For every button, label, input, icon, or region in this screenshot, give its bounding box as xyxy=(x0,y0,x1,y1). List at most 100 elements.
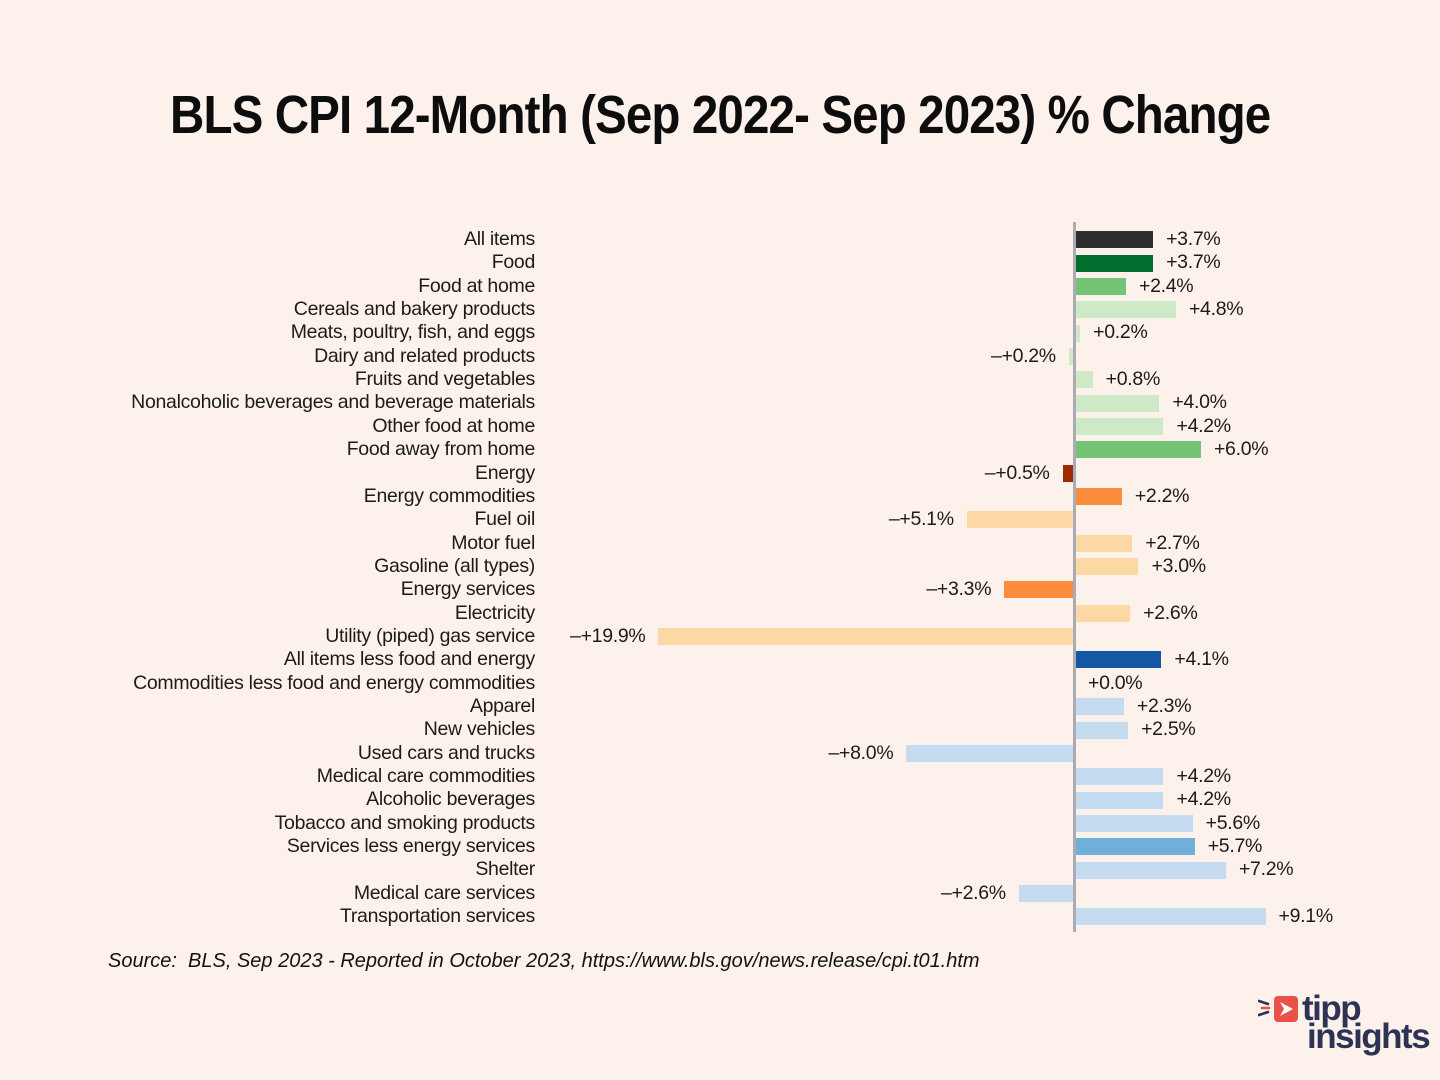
value-label: +2.2% xyxy=(1134,484,1190,507)
category-label: Gasoline (all types) xyxy=(374,554,535,577)
bar-row: Dairy and related products –+0.2% xyxy=(0,345,1440,368)
bar-row: Food +3.7% xyxy=(0,251,1440,274)
category-label: Cereals and bakery products xyxy=(293,298,536,321)
category-label: Food xyxy=(491,251,536,274)
value-bar xyxy=(1076,488,1122,506)
category-label: Food away from home xyxy=(346,438,536,461)
bar-row: Shelter +7.2% xyxy=(0,858,1440,881)
category-label: New vehicles xyxy=(423,718,536,741)
value-bar xyxy=(906,744,1073,762)
value-bar xyxy=(1076,277,1126,295)
bar-row: Utility (piped) gas service –+19.9% xyxy=(0,625,1440,648)
value-bar xyxy=(1076,534,1133,552)
bar-row: Cereals and bakery products +4.8% xyxy=(0,298,1440,321)
value-label: +3.7% xyxy=(1166,251,1221,274)
category-label: Energy commodities xyxy=(363,484,536,507)
value-label: –+3.3% xyxy=(926,578,992,601)
value-bar xyxy=(1076,604,1131,622)
value-bar xyxy=(1062,464,1073,482)
zero-axis-line xyxy=(1073,222,1076,932)
bar-row: Used cars and trucks –+8.0% xyxy=(0,742,1440,765)
value-bar xyxy=(1076,254,1154,272)
value-bar xyxy=(1018,884,1073,902)
category-label: Other food at home xyxy=(372,414,535,437)
bar-row: Electricity +2.6% xyxy=(0,602,1440,625)
category-label: Transportation services xyxy=(339,905,535,928)
category-label: Medical care commodities xyxy=(316,765,536,788)
page-title: BLS CPI 12-Month (Sep 2022- Sep 2023) % … xyxy=(0,84,1440,146)
value-bar xyxy=(1076,417,1164,435)
bar-row: Fruits and vegetables +0.8% xyxy=(0,368,1440,391)
value-label: +3.0% xyxy=(1151,554,1206,577)
value-label: –+0.5% xyxy=(984,461,1050,484)
value-label: –+19.9% xyxy=(570,624,646,647)
category-label: Utility (piped) gas service xyxy=(325,624,535,647)
category-label: Tobacco and smoking products xyxy=(274,811,536,834)
value-bar xyxy=(1076,231,1154,249)
value-label: +5.6% xyxy=(1205,811,1261,834)
bar-row: All items +3.7% xyxy=(0,228,1440,251)
bar-row: Other food at home +4.2% xyxy=(0,415,1440,438)
cpi-bar-chart: All items +3.7% Food +3.7% Food at home +2.4%… xyxy=(0,222,1440,938)
value-label: +4.2% xyxy=(1176,414,1231,437)
bar-row: Gasoline (all types) +3.0% xyxy=(0,555,1440,578)
bar-row: Medical care commodities +4.2% xyxy=(0,765,1440,788)
value-label: +2.3% xyxy=(1136,695,1192,717)
value-bar xyxy=(1076,441,1201,459)
category-label: Motor fuel xyxy=(451,531,535,554)
category-label: All items less food and energy xyxy=(283,648,535,671)
page-title-text: BLS CPI 12-Month (Sep 2022- Sep 2023) % … xyxy=(169,85,1271,145)
value-label: +9.1% xyxy=(1278,905,1334,928)
value-label: +2.6% xyxy=(1143,601,1198,624)
bar-row: Medical care services –+2.6% xyxy=(0,882,1440,905)
value-label: +2.4% xyxy=(1138,274,1194,297)
bar-row: Commodities less food and energy commodi… xyxy=(0,672,1440,695)
value-bar xyxy=(1076,301,1176,319)
category-label: Energy services xyxy=(400,578,536,601)
bar-row: Fuel oil –+5.1% xyxy=(0,508,1440,531)
value-bar xyxy=(1076,394,1160,412)
category-label: Fuel oil xyxy=(474,508,536,531)
bar-row: Alcoholic beverages +4.2% xyxy=(0,788,1440,811)
value-label: +0.2% xyxy=(1093,321,1148,344)
bar-row: Energy services –+3.3% xyxy=(0,578,1440,601)
tipp-insights-logo: tipp insights xyxy=(1258,989,1431,1060)
category-label: Alcoholic beverages xyxy=(366,788,535,811)
logo-text-tipp: tipp xyxy=(1302,989,1362,1028)
value-label: +4.8% xyxy=(1188,298,1244,321)
value-bar xyxy=(658,628,1073,646)
bar-row: Transportation services +9.1% xyxy=(0,905,1440,928)
value-bar xyxy=(1076,768,1164,786)
value-label: –+0.2% xyxy=(990,344,1056,367)
value-bar xyxy=(1004,581,1073,599)
value-label: +5.7% xyxy=(1207,835,1263,858)
category-label: Shelter xyxy=(475,858,535,881)
value-label: +0.0% xyxy=(1088,671,1143,694)
category-label: Commodities less food and energy commodi… xyxy=(133,671,535,694)
value-bar xyxy=(1076,814,1193,832)
bar-row: Food away from home +6.0% xyxy=(0,438,1440,461)
bar-row: All items less food and energy +4.1% xyxy=(0,648,1440,671)
category-label: Medical care services xyxy=(353,881,535,904)
value-label: +7.2% xyxy=(1238,858,1294,881)
category-label: Apparel xyxy=(469,695,535,717)
bar-row: Energy –+0.5% xyxy=(0,462,1440,485)
tipp-insights-logo-icon xyxy=(1258,996,1298,1022)
category-label: Electricity xyxy=(454,601,535,624)
value-bar xyxy=(1076,698,1124,716)
category-label: Nonalcoholic beverages and beverage mate… xyxy=(131,391,535,414)
source-citation: Source: BLS, Sep 2023 - Reported in Octo… xyxy=(108,950,980,972)
category-label: Dairy and related products xyxy=(314,344,535,367)
value-label: –+5.1% xyxy=(888,508,954,531)
bar-row: New vehicles +2.5% xyxy=(0,718,1440,741)
value-bar xyxy=(1076,651,1162,669)
value-bar xyxy=(1076,324,1081,342)
bar-row: Nonalcoholic beverages and beverage mate… xyxy=(0,391,1440,414)
category-label: Meats, poultry, fish, and eggs xyxy=(290,321,536,344)
category-label: Food at home xyxy=(418,274,535,297)
bar-row: Services less energy services +5.7% xyxy=(0,835,1440,858)
logo-text-insights: insights xyxy=(1307,1017,1431,1056)
value-bar xyxy=(1076,791,1164,809)
value-label: +3.7% xyxy=(1166,228,1221,250)
